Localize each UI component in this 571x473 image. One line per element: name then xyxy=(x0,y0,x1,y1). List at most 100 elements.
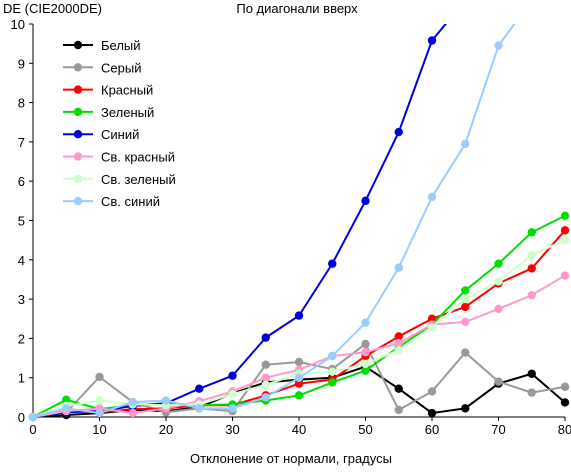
legend-item: Св. синий xyxy=(63,194,160,209)
series-4-point xyxy=(427,36,437,45)
series-5-point xyxy=(494,304,503,314)
series-4-point xyxy=(195,384,204,393)
plot-series xyxy=(28,0,570,422)
legend-label: Красный xyxy=(101,83,153,98)
legend-marker xyxy=(73,63,83,72)
x-tick-label: 30 xyxy=(225,422,239,437)
series-5-point xyxy=(527,290,536,300)
legend-marker xyxy=(73,107,83,117)
legend-marker xyxy=(73,40,83,50)
x-axis-label: Отклонение от нормали, градусы xyxy=(190,451,392,466)
series-7-point xyxy=(28,412,38,422)
x-tick-label: 20 xyxy=(159,422,173,437)
series-1-point xyxy=(361,339,370,349)
y-tick-label: 3 xyxy=(18,292,25,307)
series-6-point xyxy=(427,323,437,332)
legend-label: Св. зеленый xyxy=(101,172,176,187)
series-2-line xyxy=(32,229,566,418)
legend-label: Серый xyxy=(101,60,141,75)
series-0-point xyxy=(394,384,403,393)
x-tick-label: 0 xyxy=(29,422,36,437)
series-7-point xyxy=(528,0,536,5)
series-7-point xyxy=(427,192,437,202)
series-6-point xyxy=(261,380,270,389)
y-tick-label: 5 xyxy=(18,214,25,229)
series-5-point xyxy=(560,271,570,280)
y-tick-label: 6 xyxy=(18,174,25,189)
series-7-point xyxy=(195,404,204,413)
legend-item: Серый xyxy=(63,60,141,75)
legend-item: Св. красный xyxy=(63,150,175,165)
series-7-line xyxy=(32,24,516,418)
series-2-point xyxy=(527,264,536,273)
series-6-point xyxy=(461,294,470,304)
series-4-point xyxy=(328,259,337,268)
series-3-point xyxy=(494,259,503,268)
y-tick-label: 4 xyxy=(18,253,25,268)
series-7 xyxy=(28,0,536,422)
legend-label: Св. красный xyxy=(101,150,175,165)
series-7-point xyxy=(261,393,270,402)
series-7-point xyxy=(128,397,137,407)
series-4-point xyxy=(361,196,370,206)
series-3-point xyxy=(294,391,304,400)
series-6-point xyxy=(361,359,370,369)
x-tick-label: 70 xyxy=(491,422,505,437)
series-6-point xyxy=(560,235,570,245)
series-6-point xyxy=(228,390,237,399)
y-tick-label: 2 xyxy=(18,331,25,346)
series-4-point xyxy=(394,127,403,137)
series-3-point xyxy=(361,366,370,375)
legend-item: Синий xyxy=(63,127,139,142)
legend-item: Зеленый xyxy=(63,105,154,120)
series-2-point xyxy=(394,332,403,341)
y-axis-label: DE (CIE2000DE) xyxy=(3,1,102,16)
series-3-point xyxy=(328,378,337,387)
legend-label: Св. синий xyxy=(101,194,160,209)
chart-title: По диагонали вверх xyxy=(236,1,358,16)
series-4-point xyxy=(228,371,237,380)
x-tick-label: 80 xyxy=(558,422,571,437)
series-2-point xyxy=(560,226,570,235)
legend-marker xyxy=(73,152,83,161)
series-7-point xyxy=(294,373,304,382)
y-tick-label: 1 xyxy=(18,371,25,386)
series-7-point xyxy=(494,41,503,50)
series-5-point xyxy=(128,408,137,418)
series-6-point xyxy=(95,396,104,405)
series-7-point xyxy=(228,404,237,413)
series-4-point xyxy=(461,0,469,5)
legend-label: Синий xyxy=(101,127,139,142)
series-7-point xyxy=(62,404,71,413)
y-tick-label: 10 xyxy=(11,17,25,32)
series-1-point xyxy=(95,372,104,382)
x-tick-label: 40 xyxy=(292,422,306,437)
series-2-point xyxy=(294,379,304,388)
series-3-point xyxy=(461,286,470,295)
legend: Белый Серый Красный Зеленый Синий Св. красный… xyxy=(63,38,176,209)
series-7-point xyxy=(161,396,171,405)
series-0-point xyxy=(527,369,536,378)
legend-marker xyxy=(73,130,83,139)
legend-item: Св. зеленый xyxy=(63,172,176,187)
legend-label: Зеленый xyxy=(101,105,154,120)
series-1-point xyxy=(261,360,270,369)
series-6-point xyxy=(394,345,403,355)
series-1-point xyxy=(560,382,570,391)
axes: 0 1 2 3 4 5 6 7 8 9 10 0 10 20 30 40 50 60 70 80 xyxy=(11,17,571,437)
series-6-point xyxy=(494,277,503,286)
y-tick-label: 7 xyxy=(18,135,25,150)
series-1-point xyxy=(461,348,470,357)
series-1-point xyxy=(427,387,437,396)
legend-marker xyxy=(73,196,83,206)
series-7-point xyxy=(394,263,403,272)
series-7-point xyxy=(95,408,104,418)
series-7-point xyxy=(461,139,470,149)
series-5-point xyxy=(261,373,270,382)
x-tick-label: 10 xyxy=(92,422,106,437)
series-4-point xyxy=(261,333,270,342)
series-0-point xyxy=(461,404,470,413)
series-3-point xyxy=(560,211,570,220)
